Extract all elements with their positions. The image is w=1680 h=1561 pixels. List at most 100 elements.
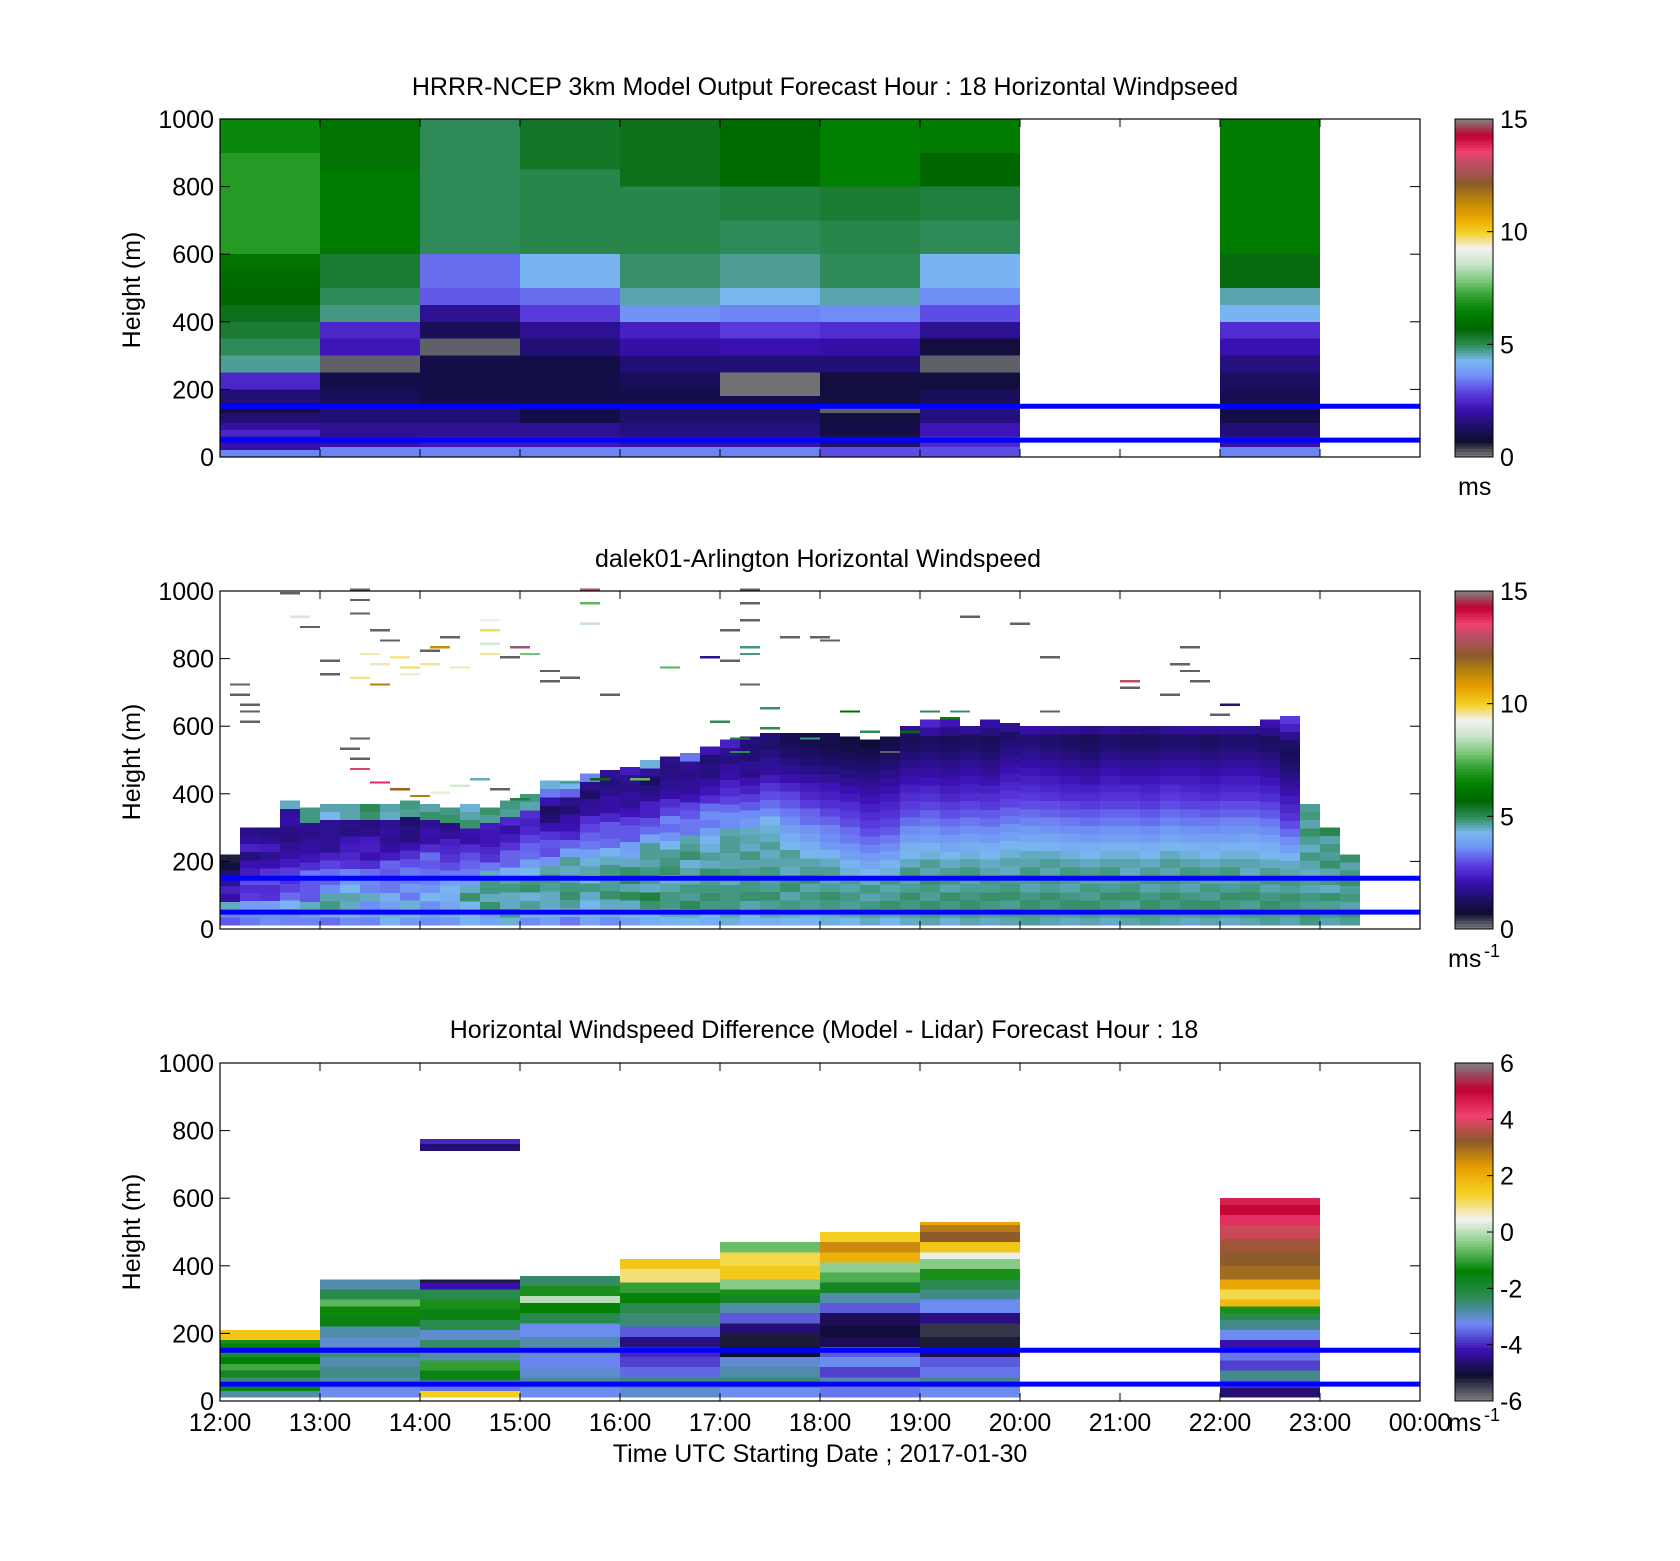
lidar-cell	[320, 844, 340, 853]
heatmap-cell	[420, 1144, 520, 1151]
lidar-cell	[1020, 884, 1040, 893]
lidar-cell	[660, 790, 680, 799]
lidar-cell	[260, 860, 280, 869]
lidar-cell	[420, 876, 440, 886]
lidar-scatter-cell	[350, 598, 370, 602]
lidar-cell	[1220, 842, 1240, 851]
y-tick-label: 1000	[158, 1050, 214, 1078]
lidar-cell	[620, 842, 640, 851]
lidar-cell	[1260, 917, 1280, 926]
x-tick-label: 13:00	[289, 1409, 352, 1437]
lidar-cell	[1260, 752, 1280, 761]
colorbar-segment	[1455, 358, 1493, 362]
lidar-cell	[960, 759, 980, 768]
heatmap-cell	[920, 220, 1020, 255]
lidar-cell	[560, 891, 580, 900]
lidar-cell	[860, 917, 880, 926]
lidar-cell	[1020, 751, 1040, 760]
colorbar-segment	[1455, 1308, 1493, 1312]
heatmap-cell	[420, 1330, 520, 1341]
lidar-cell	[920, 752, 940, 761]
lidar-cell	[1260, 793, 1280, 802]
lidar-cell	[1080, 800, 1100, 810]
lidar-cell	[940, 752, 960, 761]
colorbar-segment	[1455, 307, 1493, 312]
colorbar-segment	[1455, 180, 1493, 185]
lidar-cell	[660, 781, 680, 791]
lidar-cell	[1280, 764, 1300, 773]
colorbar-segment	[1455, 889, 1493, 893]
x-tick-label: 23:00	[1289, 1409, 1352, 1437]
lidar-cell	[1300, 876, 1320, 886]
lidar-cell	[1120, 892, 1140, 901]
x-tick-label: 17:00	[689, 1409, 752, 1437]
lidar-cell	[560, 865, 580, 875]
lidar-cell	[980, 793, 1000, 802]
heatmap-cell	[420, 338, 520, 356]
lidar-cell	[720, 885, 740, 894]
heatmap-cell	[320, 389, 420, 407]
lidar-cell	[1120, 751, 1140, 760]
lidar-cell	[540, 891, 560, 900]
lidar-cell	[740, 843, 760, 852]
heatmap-cell	[520, 372, 620, 390]
lidar-cell	[900, 892, 920, 901]
colorbar-segment	[1455, 397, 1493, 402]
colorbar-segment	[1455, 426, 1493, 430]
panel-difference-x-ticks: 12:00 13:00 14:00 15:00 16:00 17:00 18:00 19:00…	[189, 1063, 1451, 1437]
lidar-cell	[300, 862, 320, 871]
lidar-cell	[1060, 842, 1080, 851]
y-tick-label: 800	[172, 174, 214, 202]
x-tick-label: 12:00	[189, 1409, 252, 1437]
lidar-cell	[980, 768, 1000, 778]
colorbar-segment	[1455, 1386, 1493, 1391]
lidar-cell	[760, 732, 780, 742]
heatmap-cell	[220, 152, 320, 255]
lidar-cell	[320, 901, 340, 910]
lidar-cell	[1280, 732, 1300, 741]
heatmap-cell	[1220, 1330, 1320, 1341]
colorbar-segment	[1455, 624, 1493, 629]
lidar-cell	[840, 884, 860, 893]
colorbar-segment	[1455, 1398, 1493, 1402]
lidar-scatter-cell	[360, 652, 380, 656]
lidar-cell	[520, 843, 540, 852]
colorbar-segment	[1455, 821, 1493, 826]
lidar-cell	[540, 848, 560, 858]
lidar-cell	[1020, 784, 1040, 793]
panel-lidar: dalek01-Arlington Horizontal Windspeed H…	[118, 545, 1528, 973]
heatmap-cell	[720, 396, 820, 407]
lidar-cell	[1160, 892, 1180, 901]
colorbar-segment	[1455, 226, 1493, 230]
colorbar-segment	[1455, 816, 1493, 820]
colorbar-segment	[1455, 411, 1493, 416]
lidar-cell	[840, 851, 860, 860]
lidar-scatter-cell	[240, 720, 260, 723]
lidar-cell	[780, 841, 800, 851]
colorbar-segment	[1455, 1262, 1493, 1267]
lidar-cell	[1140, 892, 1160, 901]
heatmap-cell	[1220, 1204, 1320, 1216]
heatmap-cell	[620, 1387, 720, 1398]
lidar-cell	[660, 832, 680, 842]
lidar-cell	[980, 785, 1000, 794]
colorbar-segment	[1455, 610, 1493, 615]
lidar-cell	[640, 817, 660, 827]
lidar-cell	[700, 811, 720, 820]
lidar-cell	[480, 894, 500, 902]
lidar-cell	[640, 900, 660, 910]
lidar-cell	[1180, 817, 1200, 826]
colorbar-segment	[1455, 799, 1493, 803]
lidar-cell	[1120, 800, 1140, 810]
heatmap-cell	[520, 1367, 620, 1378]
lidar-cell	[240, 843, 260, 853]
colorbar-segment	[1455, 420, 1493, 424]
heatmap-cell	[320, 1316, 420, 1327]
lidar-cell	[1260, 834, 1280, 844]
colorbar-segment	[1455, 147, 1493, 151]
lidar-cell	[720, 836, 740, 845]
lidar-cell	[1200, 767, 1220, 777]
lidar-cell	[1300, 803, 1320, 813]
lidar-cell	[420, 820, 440, 829]
